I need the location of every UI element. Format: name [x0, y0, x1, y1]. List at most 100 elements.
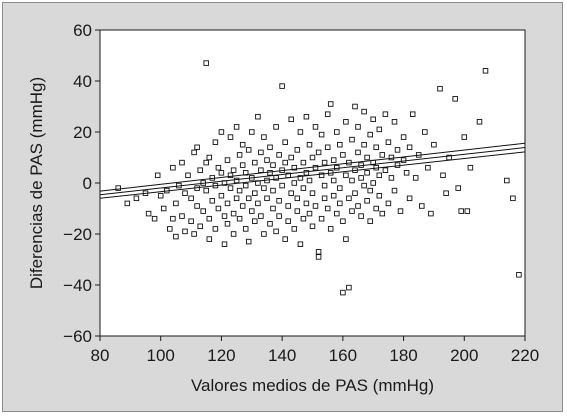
- data-point: [224, 200, 231, 207]
- data-point: [279, 182, 285, 189]
- data-point: [249, 129, 255, 135]
- y-tick-label: −20: [63, 225, 92, 244]
- data-point: [185, 172, 191, 179]
- data-point: [261, 231, 267, 237]
- data-point: [340, 152, 346, 158]
- data-point: [145, 210, 152, 217]
- data-point: [236, 215, 243, 222]
- x-tick-label: 80: [91, 346, 110, 365]
- y-axis-label: Diferencias de PAS (mmHg): [27, 77, 46, 289]
- y-tick-label: 0: [83, 174, 92, 193]
- data-point: [318, 172, 325, 179]
- data-point: [170, 215, 176, 222]
- data-point: [303, 113, 310, 120]
- data-point: [397, 208, 404, 214]
- data-point: [206, 154, 213, 161]
- data-point: [245, 147, 252, 153]
- data-point: [464, 208, 471, 214]
- data-point: [364, 154, 370, 161]
- data-point: [258, 149, 264, 156]
- data-point: [327, 226, 334, 232]
- y-tick-label: 40: [73, 72, 92, 91]
- data-point: [431, 141, 437, 148]
- y-tick-label: −60: [63, 327, 92, 346]
- data-point: [400, 157, 407, 163]
- data-point: [312, 164, 319, 171]
- data-point: [252, 190, 258, 196]
- data-point: [370, 180, 376, 186]
- regression-line: [99, 151, 526, 199]
- data-point: [239, 162, 246, 168]
- data-point: [346, 195, 352, 202]
- plot-area: [99, 29, 526, 337]
- data-point: [330, 177, 337, 184]
- data-point: [385, 139, 392, 145]
- data-point: [352, 103, 358, 110]
- data-point: [315, 149, 322, 156]
- x-axis-ticks: 80 100 120 140 160 180 200 220: [91, 336, 539, 365]
- y-tick-label: 20: [73, 123, 92, 142]
- data-point: [452, 96, 458, 102]
- data-point: [276, 152, 282, 158]
- data-point: [321, 159, 328, 166]
- data-point: [154, 172, 161, 179]
- data-point: [270, 187, 276, 194]
- data-point: [294, 195, 301, 202]
- data-point: [297, 241, 304, 247]
- data-point: [203, 159, 209, 166]
- data-point: [230, 231, 237, 237]
- data-point: [318, 131, 325, 138]
- data-point: [179, 213, 185, 219]
- data-point: [233, 177, 240, 184]
- data-point: [349, 136, 355, 143]
- data-point: [337, 141, 343, 148]
- data-point: [349, 208, 355, 214]
- data-point: [482, 68, 489, 74]
- data-point: [370, 116, 376, 123]
- data-point: [230, 210, 237, 217]
- data-point: [194, 144, 200, 151]
- data-point: [376, 126, 383, 133]
- data-point: [285, 203, 291, 209]
- data-point: [233, 124, 240, 130]
- data-point: [346, 284, 352, 291]
- data-point: [352, 190, 358, 196]
- data-point: [337, 200, 343, 207]
- data-point: [510, 195, 516, 202]
- data-point: [361, 108, 367, 115]
- data-point: [191, 149, 197, 156]
- data-point: [334, 210, 340, 217]
- data-point: [364, 198, 370, 204]
- data-point: [276, 213, 282, 219]
- data-point: [206, 215, 213, 222]
- data-point: [355, 149, 361, 156]
- data-point: [337, 185, 343, 191]
- data-point: [261, 185, 267, 191]
- data-point: [382, 167, 389, 173]
- data-point: [197, 167, 203, 173]
- data-point: [388, 175, 395, 181]
- data-point: [428, 210, 434, 217]
- data-point: [182, 190, 188, 196]
- data-point: [303, 200, 310, 207]
- data-point: [179, 159, 185, 166]
- data-point: [291, 164, 298, 171]
- data-point: [379, 152, 386, 158]
- data-point: [343, 119, 349, 125]
- data-point: [361, 182, 367, 189]
- data-point: [197, 223, 203, 230]
- data-point: [282, 236, 288, 242]
- data-point: [361, 141, 367, 148]
- data-point: [358, 213, 364, 219]
- data-point: [309, 154, 316, 161]
- x-tick-label: 220: [511, 346, 539, 365]
- data-point: [239, 203, 246, 209]
- data-point: [318, 215, 325, 222]
- data-point: [242, 182, 249, 189]
- data-point: [391, 187, 398, 194]
- data-point: [267, 170, 273, 176]
- data-point: [355, 124, 361, 130]
- x-tick-label: 120: [207, 346, 235, 365]
- data-point: [227, 134, 234, 140]
- data-point: [309, 223, 316, 230]
